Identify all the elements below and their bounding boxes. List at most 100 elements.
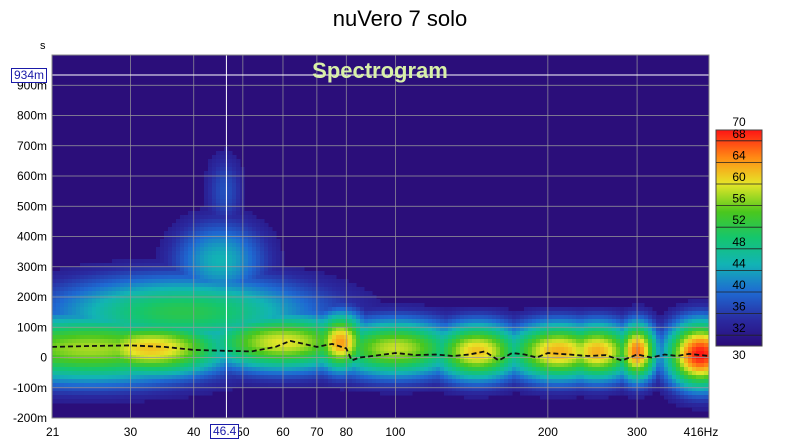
heat-cell [540, 319, 545, 324]
heat-cell [88, 343, 93, 348]
heat-cell [172, 311, 177, 316]
heat-cell [280, 267, 285, 272]
heat-cell [236, 303, 241, 308]
heat-cell [296, 323, 301, 328]
heat-cell [160, 303, 165, 308]
heat-cell [524, 343, 529, 348]
heat-cell [288, 287, 293, 292]
heat-cell [588, 339, 593, 344]
heat-cell [212, 319, 217, 324]
heat-cell [96, 303, 101, 308]
heat-cell [300, 367, 305, 372]
heat-cell [252, 359, 257, 364]
heat-cell [284, 351, 289, 356]
heat-cell [228, 299, 233, 304]
heat-cell [124, 263, 129, 268]
heat-cell [212, 363, 217, 368]
heat-cell [160, 271, 165, 276]
heat-cell [408, 315, 413, 320]
heat-cell [456, 319, 461, 324]
heat-cell [188, 351, 193, 356]
heat-cell [168, 283, 173, 288]
heat-cell [416, 339, 421, 344]
heat-cell [700, 387, 705, 392]
heat-cell [340, 379, 345, 384]
heat-cell [656, 367, 661, 372]
heat-cell [92, 351, 97, 356]
heat-cell [104, 323, 109, 328]
heat-cell [156, 339, 161, 344]
heat-cell [396, 339, 401, 344]
heat-cell [280, 351, 285, 356]
heat-cell [552, 387, 557, 392]
heat-cell [56, 383, 61, 388]
heat-cell [452, 383, 457, 388]
heat-cell [288, 315, 293, 320]
heat-cell [660, 335, 665, 340]
heat-cell [60, 339, 65, 344]
heat-cell [656, 379, 661, 384]
heat-cell [68, 275, 73, 280]
heat-cell [164, 371, 169, 376]
heat-cell [360, 315, 365, 320]
heat-cell [296, 363, 301, 368]
heat-cell [216, 251, 221, 256]
heat-cell [332, 315, 337, 320]
heat-cell [256, 267, 261, 272]
heat-cell [80, 315, 85, 320]
heat-cell [552, 335, 557, 340]
heat-cell [176, 227, 181, 232]
heat-cell [696, 371, 701, 376]
heat-cell [348, 327, 353, 332]
heat-cell [220, 279, 225, 284]
heat-cell [92, 387, 97, 392]
heat-cell [276, 255, 281, 260]
heat-cell [620, 335, 625, 340]
heat-cell [244, 275, 249, 280]
heat-cell [160, 239, 165, 244]
heat-cell [232, 159, 237, 164]
heat-cell [176, 331, 181, 336]
heat-cell [112, 291, 117, 296]
heat-cell [124, 287, 129, 292]
heat-cell [220, 375, 225, 380]
heat-cell [248, 351, 253, 356]
heat-cell [396, 347, 401, 352]
heat-cell [612, 327, 617, 332]
heat-cell [228, 259, 233, 264]
heat-cell [116, 279, 121, 284]
heat-cell [200, 327, 205, 332]
heat-cell [164, 279, 169, 284]
heat-cell [252, 227, 257, 232]
heat-cell [460, 363, 465, 368]
heat-cell [220, 347, 225, 352]
heat-cell [400, 391, 405, 396]
heat-cell [692, 403, 697, 408]
heat-cell [348, 375, 353, 380]
heat-cell [476, 351, 481, 356]
heat-cell [60, 319, 65, 324]
heat-cell [348, 331, 353, 336]
heat-cell [348, 339, 353, 344]
heat-cell [412, 343, 417, 348]
heat-cell [68, 319, 73, 324]
heat-cell [680, 307, 685, 312]
heat-cell [176, 243, 181, 248]
heat-cell [368, 363, 373, 368]
heat-cell [664, 375, 669, 380]
heat-cell [488, 367, 493, 372]
heat-cell [276, 323, 281, 328]
heat-cell [360, 287, 365, 292]
heat-cell [252, 275, 257, 280]
heat-cell [296, 311, 301, 316]
heat-cell [316, 299, 321, 304]
heat-cell [664, 387, 669, 392]
heat-cell [372, 351, 377, 356]
heat-cell [704, 319, 709, 324]
heat-cell [84, 363, 89, 368]
heat-cell [268, 303, 273, 308]
heat-cell [676, 347, 681, 352]
heat-cell [104, 307, 109, 312]
heat-cell [692, 331, 697, 336]
